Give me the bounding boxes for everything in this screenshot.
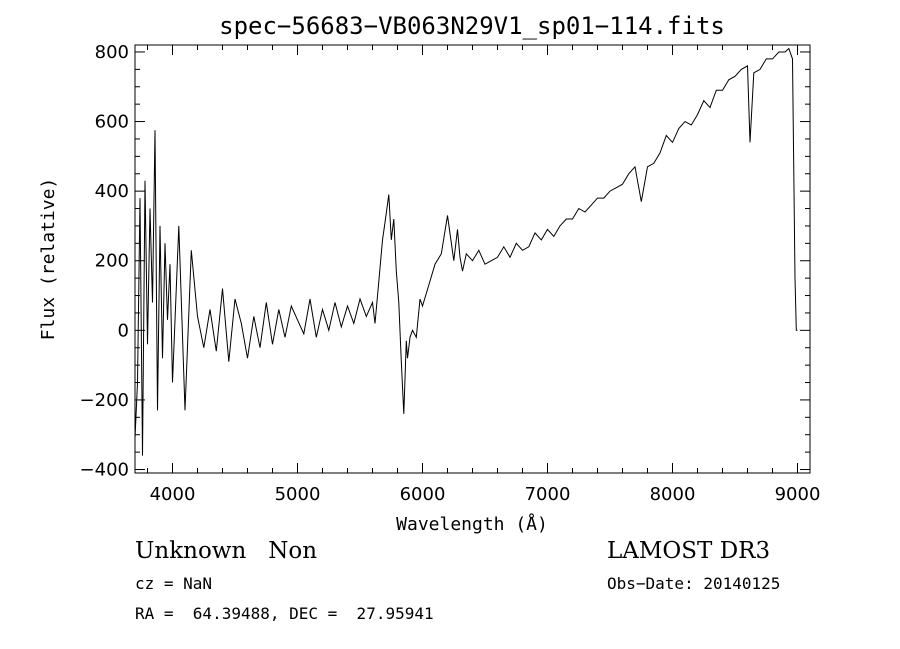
plot-frame — [134, 44, 811, 474]
y-tick-label: 800 — [95, 42, 129, 63]
x-tick-label: 9000 — [775, 484, 821, 505]
coordinates: RA = 64.39488, DEC = 27.95941 — [135, 604, 434, 623]
spectrum-line-0 — [134, 47, 798, 456]
survey-name: LAMOST DR3 — [607, 538, 771, 564]
redshift-cz: cz = NaN — [135, 574, 213, 593]
x-tick-label: 7000 — [525, 484, 571, 505]
y-axis-label: Flux (relative) — [38, 178, 59, 341]
x-tick-label: 5000 — [275, 484, 321, 505]
y-tick-label: 400 — [95, 181, 129, 202]
x-tick-label: 6000 — [400, 484, 446, 505]
x-tick-label: 4000 — [150, 484, 196, 505]
chart-title: spec−56683−VB063N29V1_sp01−114.fits — [219, 12, 725, 40]
y-axis-ticks: −400 −200 0 200 400 600 800 — [80, 42, 810, 481]
y-tick-label: 600 — [95, 112, 129, 133]
observation-date: Obs−Date: 20140125 — [607, 574, 781, 593]
y-tick-label: −400 — [80, 460, 129, 481]
x-tick-label: 8000 — [650, 484, 696, 505]
x-axis-ticks: 4000 5000 6000 7000 8000 9000 — [147, 45, 821, 505]
object-class: Unknown Non — [135, 538, 318, 564]
y-tick-label: 200 — [95, 251, 129, 272]
series-layer — [134, 47, 798, 456]
y-tick-label: −200 — [80, 390, 129, 411]
y-tick-label: 0 — [118, 320, 129, 341]
x-axis-label: Wavelength (Å) — [396, 513, 548, 535]
